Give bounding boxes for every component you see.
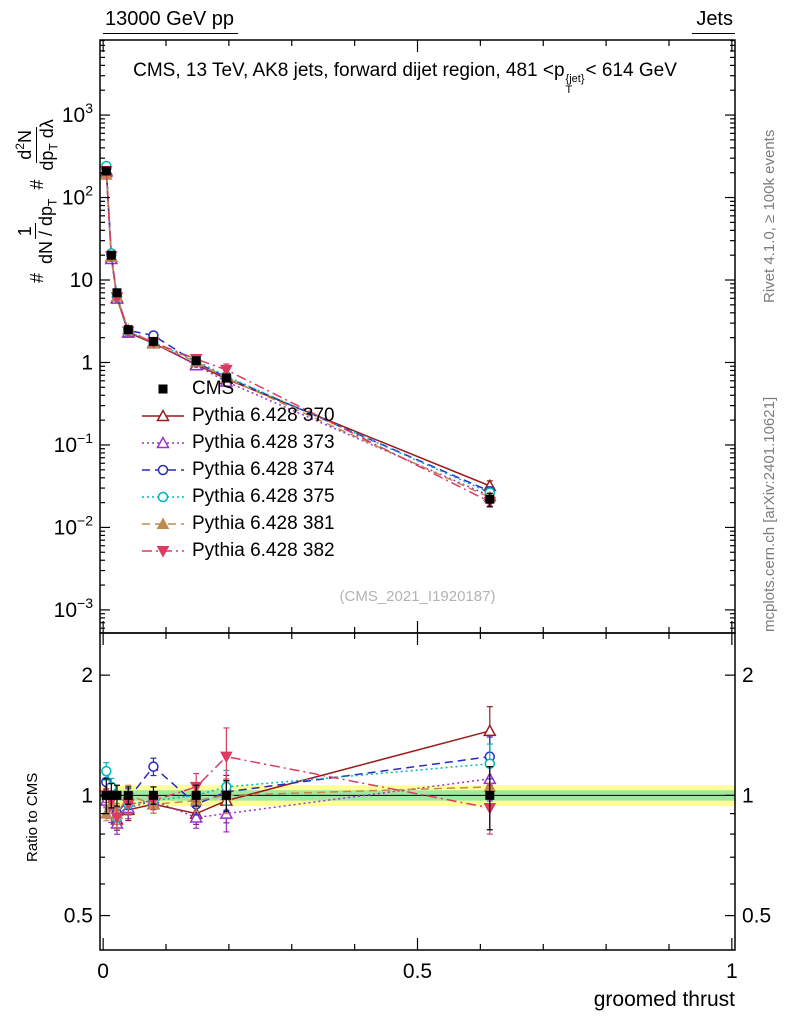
svg-text:10−3: 10−3 <box>54 595 94 622</box>
svg-text:10−1: 10−1 <box>54 430 94 457</box>
legend-entry: Pythia 6.428 382 <box>140 537 335 564</box>
axis-ticks <box>100 39 735 950</box>
svg-text:0.5: 0.5 <box>64 905 93 928</box>
analysis-id-watermark: (CMS_2021_I1920187) <box>339 588 496 605</box>
ylabel-hash-1: # <box>27 272 48 283</box>
x-axis-label: groomed thrust <box>593 988 735 1011</box>
plot-title: CMS, 13 TeV, AK8 jets, forward dijet reg… <box>70 60 740 96</box>
ratio-y-axis-label: Ratio to CMS <box>24 772 41 862</box>
svg-text:10−2: 10−2 <box>54 512 94 539</box>
plot-title-post: < 614 GeV <box>585 60 677 81</box>
legend-marker-square-filled <box>158 384 168 393</box>
legend-entry: Pythia 6.428 373 <box>140 429 335 456</box>
svg-text:1: 1 <box>81 351 93 374</box>
svg-text:0.5: 0.5 <box>403 960 432 983</box>
ylabel-fraction-2: d2N dpT dλ <box>13 119 61 171</box>
legend-label: Pythia 6.428 375 <box>192 485 335 507</box>
svg-text:0: 0 <box>97 960 109 983</box>
legend-entry: Pythia 6.428 381 <box>140 510 335 537</box>
pt-jet-supsub: {jet} T <box>566 74 585 96</box>
legend-marker-triangle-open <box>142 435 184 448</box>
legend-label: Pythia 6.428 374 <box>192 458 335 480</box>
legend-marker-circle-open <box>142 491 184 502</box>
legend-label: Pythia 6.428 373 <box>192 431 335 453</box>
svg-text:10: 10 <box>70 269 93 292</box>
legend-marker-triangle-open <box>142 408 184 421</box>
legend-label: Pythia 6.428 382 <box>192 539 335 561</box>
legend: CMS Pythia 6.428 370 Pythia 6.428 373 Pythi… <box>140 375 335 564</box>
svg-text:103: 103 <box>62 100 93 127</box>
ylabel-hash-2: # <box>27 179 48 190</box>
legend-entry: CMS <box>140 375 335 402</box>
ylabel-frac2-numerator: d2N <box>13 127 37 163</box>
plot-title-pre: CMS, 13 TeV, AK8 jets, forward dijet reg… <box>133 60 565 81</box>
svg-text:102: 102 <box>62 183 93 210</box>
svg-text:1: 1 <box>81 784 93 807</box>
svg-text:0.5: 0.5 <box>742 905 771 928</box>
svg-text:1: 1 <box>726 960 738 983</box>
legend-label: Pythia 6.428 370 <box>192 404 335 426</box>
ylabel-frac2-denominator: dpT dλ <box>36 119 61 171</box>
rivet-version-note: Rivet 4.1.0, ≥ 100k events <box>761 129 778 303</box>
legend-entry: Pythia 6.428 375 <box>140 483 335 510</box>
ylabel-fraction-1: 1 dN / dpT <box>14 198 61 264</box>
svg-text:2: 2 <box>742 664 754 687</box>
beam-energy-label: 13000 GeV pp <box>103 8 238 34</box>
legend-label: CMS <box>192 377 235 399</box>
legend-marker-triangle-down-filled <box>142 545 184 558</box>
mcplots-arxiv-note: mcplots.cern.ch [arXiv:2401.10621] <box>761 396 778 632</box>
analysis-group-label: Jets <box>692 8 735 34</box>
ylabel-frac1-denominator: dN / dpT <box>36 198 60 264</box>
legend-marker-circle-open <box>142 464 184 475</box>
svg-text:1: 1 <box>742 784 754 807</box>
main-y-axis-label: # 1 dN / dpT # d2N dpT dλ <box>13 119 61 283</box>
pt-jet-sub: T <box>565 84 573 96</box>
legend-entry: Pythia 6.428 374 <box>140 456 335 483</box>
legend-marker-triangle-filled <box>142 516 184 529</box>
legend-label: Pythia 6.428 381 <box>192 512 335 534</box>
legend-entry: Pythia 6.428 370 <box>140 402 335 429</box>
axis-tick-labels: 10−3 10−2 10−1 1 10 102 103 0.5 0.5 1 1 2 2 0 0.5 1 <box>54 100 772 983</box>
svg-text:2: 2 <box>81 664 93 687</box>
pt-jet-sup: {jet} <box>565 73 585 85</box>
ylabel-frac1-numerator: 1 <box>14 223 37 240</box>
